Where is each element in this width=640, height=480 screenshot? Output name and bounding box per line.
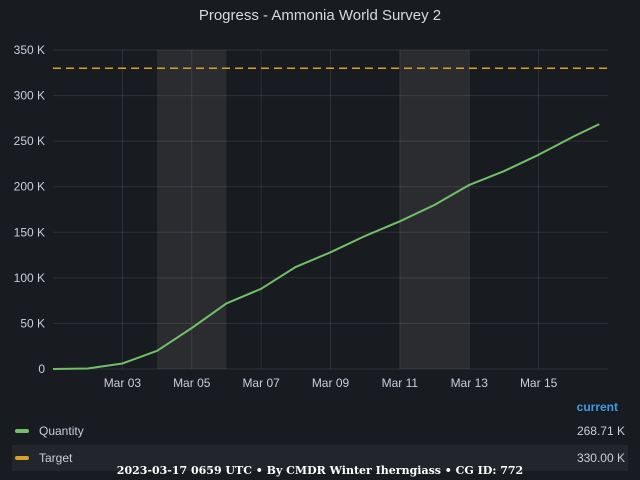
shaded-region-0: [157, 50, 227, 369]
series-line-quantity: [52, 123, 600, 370]
y-tick-label: 100 K: [14, 271, 45, 285]
line-chart[interactable]: 0 50 K 100 K 150 K 200 K 250 K 300 K 350 K Mar 0…: [0, 0, 640, 400]
y-tick-label: 250 K: [14, 134, 45, 148]
y-tick-label: 350 K: [14, 43, 45, 57]
legend-swatch-quantity: [15, 429, 29, 433]
shaded-region-1: [399, 50, 470, 369]
legend-value: 330.00 K: [576, 451, 625, 465]
legend-item-quantity[interactable]: Quantity 268.71 K: [12, 418, 628, 444]
chart-title: Progress - Ammonia World Survey 2: [198, 7, 442, 24]
x-tick-label: Mar 05: [173, 376, 211, 390]
y-tick-label: 0: [38, 362, 45, 376]
x-tick-label: Mar 07: [242, 376, 280, 390]
y-tick-label: 200 K: [14, 180, 45, 194]
x-tick-label: Mar 11: [382, 376, 419, 390]
legend-item-target[interactable]: Target 330.00 K: [12, 445, 628, 471]
legend-current-header[interactable]: current: [576, 400, 618, 414]
legend-label: Target: [39, 451, 73, 465]
x-tick-label: Mar 09: [312, 376, 350, 390]
footer-caption: 2023-03-17 0659 UTC • By CMDR Winter Ihe…: [116, 464, 524, 477]
x-tick-label: Mar 15: [520, 376, 558, 390]
y-tick-label: 150 K: [14, 225, 45, 239]
x-tick-label: Mar 03: [104, 376, 142, 390]
legend-value: 268.71 K: [576, 424, 625, 438]
legend-swatch-target: [15, 456, 29, 460]
y-tick-label: 300 K: [14, 89, 45, 103]
y-tick-label: 50 K: [20, 316, 45, 330]
x-tick-label: Mar 13: [451, 376, 489, 390]
legend-label: Quantity: [39, 424, 84, 438]
